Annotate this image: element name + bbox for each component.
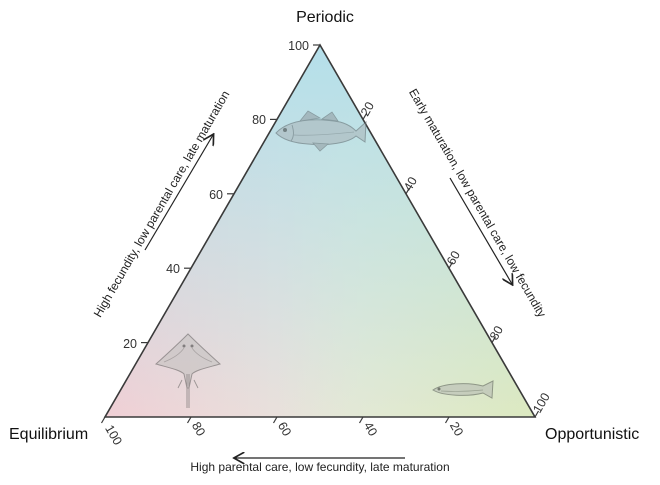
small-fish-icon <box>432 380 494 399</box>
left-tick-label: 20 <box>123 337 137 351</box>
left-axis-arrow <box>144 135 213 251</box>
tick-mark <box>100 416 106 424</box>
right-tick-label: 40 <box>401 174 420 193</box>
tick-mark <box>272 416 278 424</box>
skate-ray-icon <box>154 333 222 408</box>
bottom-tick-label: 100 <box>102 422 125 447</box>
left-tick-label: 60 <box>209 188 223 202</box>
vertex-label-equilibrium: Equilibrium <box>9 426 88 443</box>
bottom-axis-caption: High parental care, low fecundity, late … <box>190 460 449 474</box>
tick-mark <box>186 416 192 424</box>
tick-mark <box>405 187 411 195</box>
cod-fish-icon <box>275 110 367 152</box>
tick-mark <box>448 261 454 269</box>
tick-mark <box>358 416 364 424</box>
right-tick-label: 60 <box>444 248 463 267</box>
vertex-label-periodic: Periodic <box>296 9 354 26</box>
bottom-tick-label: 20 <box>447 419 466 438</box>
right-tick-label: 100 <box>530 390 553 415</box>
left-tick-label: 80 <box>252 113 266 127</box>
left-tick-label: 40 <box>166 262 180 276</box>
right-tick-label: 80 <box>487 323 506 342</box>
bottom-axis-caption-group: High parental care, low fecundity, late … <box>190 458 450 474</box>
bottom-tick-label: 60 <box>275 419 294 438</box>
tick-mark <box>491 336 497 343</box>
tick-mark <box>444 416 450 424</box>
bottom-tick-label: 80 <box>189 419 208 438</box>
right-axis-arrow <box>449 177 512 284</box>
tick-mark <box>534 410 540 418</box>
left-axis-ticks: 20 40 60 80 100 <box>123 39 309 351</box>
bottom-axis-ticks: 100 80 60 40 20 <box>102 419 466 447</box>
triangle-fill <box>105 45 535 417</box>
left-tick-label: 100 <box>288 39 309 53</box>
right-tick-label: 20 <box>358 99 377 118</box>
tick-mark <box>362 113 368 120</box>
bottom-tick-label: 40 <box>361 419 380 438</box>
vertex-label-opportunistic: Opportunistic <box>545 426 639 443</box>
tick-marks <box>100 44 540 424</box>
triangle-outline <box>103 43 537 418</box>
